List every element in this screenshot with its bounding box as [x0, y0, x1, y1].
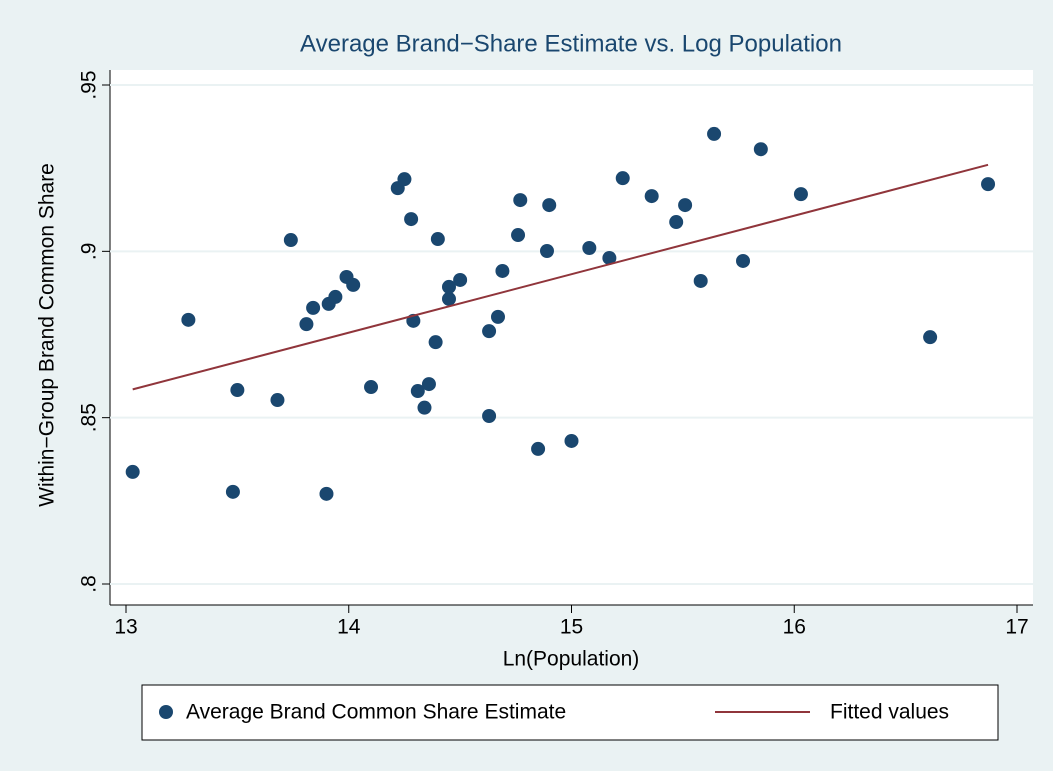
point — [270, 393, 285, 408]
point — [482, 324, 497, 339]
point — [602, 250, 617, 265]
x-tick-label: 14 — [337, 616, 361, 639]
point — [693, 273, 708, 288]
point — [346, 277, 361, 292]
point — [306, 300, 321, 315]
point — [644, 189, 659, 204]
x-axis-title: Ln(Population) — [503, 648, 640, 671]
point — [125, 464, 140, 479]
chart-title: Average Brand−Share Estimate vs. Log Pop… — [300, 30, 842, 57]
point — [181, 312, 196, 327]
point — [319, 486, 334, 501]
x-tick-label: 16 — [783, 616, 806, 639]
point — [428, 335, 443, 350]
point — [230, 383, 245, 398]
legend-marker — [159, 705, 173, 719]
legend-label: Average Brand Common Share Estimate — [186, 701, 566, 724]
point — [283, 233, 298, 248]
point — [923, 330, 938, 345]
point — [615, 171, 630, 186]
point — [410, 384, 425, 399]
x-tick-label: 17 — [1005, 616, 1028, 639]
point — [453, 272, 468, 287]
point — [482, 409, 497, 424]
point — [495, 263, 510, 278]
point — [531, 441, 546, 456]
point — [753, 142, 768, 157]
point — [490, 309, 505, 324]
point — [430, 232, 445, 247]
point — [981, 177, 996, 192]
point — [441, 291, 456, 306]
x-tick-label: 15 — [560, 616, 583, 639]
y-tick-label: .95 — [78, 70, 101, 99]
point — [707, 126, 722, 141]
point — [404, 212, 419, 227]
point — [441, 279, 456, 294]
point — [328, 289, 343, 304]
point — [678, 198, 693, 213]
point — [417, 400, 432, 415]
y-tick-label: .85 — [78, 403, 101, 432]
y-axis-title: Within−Group Brand Common Share — [36, 163, 59, 507]
x-tick-label: 13 — [114, 616, 137, 639]
point — [364, 380, 379, 395]
point — [736, 253, 751, 268]
fitted-line — [132, 163, 989, 391]
legend-box — [141, 684, 999, 741]
point — [793, 187, 808, 202]
legend-label: Fitted values — [830, 701, 949, 724]
point — [421, 377, 436, 392]
point — [564, 433, 579, 448]
y-tick-label: .9 — [78, 243, 101, 261]
point — [513, 193, 528, 208]
point — [299, 317, 314, 332]
point — [397, 172, 412, 187]
point — [582, 241, 597, 256]
y-tick-label: .8 — [78, 575, 101, 593]
point — [225, 484, 240, 499]
point — [669, 215, 684, 230]
point — [539, 244, 554, 259]
point — [542, 198, 557, 213]
plot-area — [110, 70, 1033, 605]
point — [511, 228, 526, 243]
